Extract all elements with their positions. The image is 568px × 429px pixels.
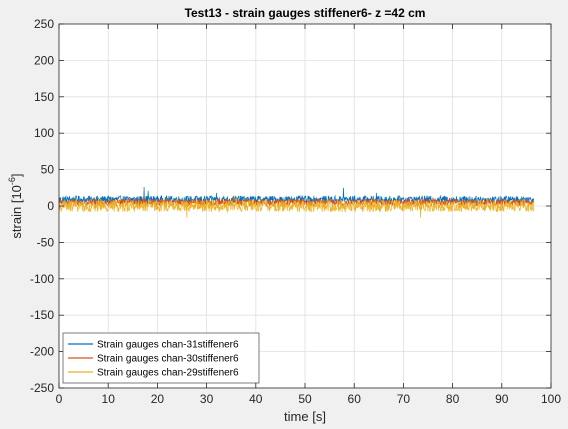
x-tick-label: 90 <box>495 392 509 406</box>
x-tick-label: 40 <box>249 392 263 406</box>
series-line-3 <box>58 197 535 218</box>
x-tick-labels: 0 10 20 30 40 50 60 70 80 90 100 <box>56 392 562 406</box>
y-tick-label: -150 <box>30 308 54 322</box>
y-axis-label-suffix: ] <box>9 173 24 177</box>
x-tick-label: 60 <box>348 392 362 406</box>
y-tick-label: 0 <box>47 199 54 213</box>
y-tick-label: 50 <box>41 163 55 177</box>
y-tick-label: -200 <box>30 345 54 359</box>
x-tick-label: 100 <box>541 392 561 406</box>
data-lines <box>58 187 535 218</box>
x-axis-label: time [s] <box>284 409 326 424</box>
y-tick-label: -50 <box>37 235 55 249</box>
x-tick-label: 80 <box>446 392 460 406</box>
x-tick-label: 70 <box>397 392 411 406</box>
y-axis-label-exponent: -6 <box>7 177 17 185</box>
plot-area <box>58 23 552 389</box>
legend-box <box>62 332 260 384</box>
y-tick-label: 150 <box>34 90 54 104</box>
legend-entry: Strain gauges chan-31stiffener6 <box>97 340 239 351</box>
y-tick-label: 100 <box>34 126 54 140</box>
x-tick-label: 50 <box>298 392 312 406</box>
legend: Strain gauges chan-31stiffener6 Strain ga… <box>62 332 260 384</box>
y-tick-labels: 250 200 150 100 50 0 -50 -100 -150 -200 -250 <box>30 17 54 395</box>
y-tick-label: -100 <box>30 272 54 286</box>
y-tick-label: 200 <box>34 53 54 67</box>
legend-entry: Strain gauges chan-29stiffener6 <box>97 368 239 379</box>
y-tick-label: -250 <box>30 381 54 395</box>
x-tick-label: 10 <box>102 392 116 406</box>
legend-entry: Strain gauges chan-30stiffener6 <box>97 354 239 365</box>
y-tick-label: 250 <box>34 17 54 31</box>
y-axis-label: strain [10-6] <box>7 173 24 238</box>
chart-title: Test13 - strain gauges stiffener6- z =42… <box>185 6 426 20</box>
y-axis-label-base: strain [10 <box>9 185 24 238</box>
x-tick-label: 30 <box>200 392 214 406</box>
axis-ticks <box>58 23 552 389</box>
x-tick-label: 0 <box>56 392 63 406</box>
x-tick-label: 20 <box>151 392 165 406</box>
series-line-2 <box>58 195 535 208</box>
